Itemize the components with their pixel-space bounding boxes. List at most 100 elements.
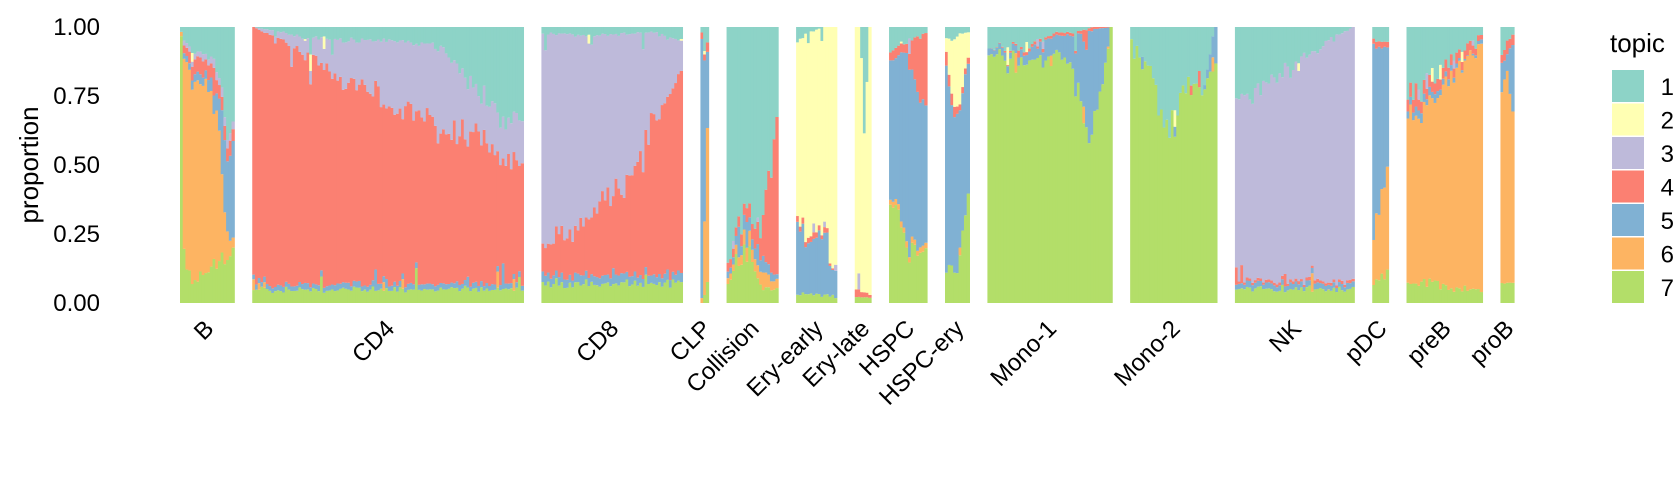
bar-segment-topic-4	[182, 45, 187, 54]
bar-segment-topic-3	[563, 33, 567, 241]
bar-segment-topic-1	[193, 27, 197, 54]
bar-segment-topic-4	[625, 174, 629, 272]
bar-segment-topic-1	[700, 27, 704, 33]
bar-segment-topic-1	[393, 27, 397, 42]
bar-segment-topic-4	[1079, 30, 1083, 34]
bar-segment-topic-7	[355, 287, 359, 303]
bar-segment-topic-5	[1060, 35, 1064, 60]
bar-segment-topic-1	[603, 27, 608, 35]
bar-segment-topic-4	[584, 217, 589, 271]
bar-segment-topic-5	[1087, 30, 1092, 144]
bar-segment-topic-4	[1374, 41, 1379, 49]
bar-segment-topic-6	[1106, 46, 1111, 49]
bar-segment-topic-1	[520, 27, 525, 122]
bar-segment-topic-4	[611, 196, 616, 269]
bar-segment-topic-3	[1256, 83, 1260, 278]
bar-segment-topic-1	[1474, 27, 1478, 49]
bar-segment-topic-4	[436, 143, 440, 285]
bar-segment-topic-7	[995, 54, 999, 304]
bar-segment-topic-2	[953, 39, 957, 107]
bar-segment-topic-1	[1060, 27, 1064, 33]
bar-segment-topic-4	[573, 225, 578, 273]
bar-segment-topic-1	[1324, 27, 1328, 41]
bar-segment-topic-1	[347, 27, 351, 42]
bar-segment-topic-4	[617, 188, 621, 276]
bar-segment-topic-5	[1275, 287, 1279, 292]
bar-segment-topic-1	[271, 27, 275, 31]
bar-segment-topic-7	[831, 294, 835, 303]
bar-segment-topic-3	[603, 34, 608, 201]
bar-segment-topic-5	[185, 56, 189, 63]
bar-segment-topic-7	[260, 286, 264, 303]
bar-segment-topic-4	[517, 166, 522, 272]
bar-segment-topic-4	[317, 65, 321, 286]
bar-segment-topic-7	[466, 287, 470, 303]
bar-segment-topic-1	[633, 27, 637, 34]
bar-segment-topic-3	[557, 33, 561, 235]
bar-segment-topic-5	[823, 232, 827, 295]
bar-segment-topic-4	[344, 88, 348, 283]
bar-segment-topic-1	[1383, 27, 1387, 42]
bar-segment-topic-7	[1351, 286, 1355, 303]
bar-segment-topic-3	[488, 106, 492, 153]
bar-segment-topic-7	[806, 294, 811, 303]
bar-segment-topic-6	[401, 279, 405, 289]
bar-segment-topic-7	[1146, 65, 1150, 303]
bar-segment-topic-4	[899, 43, 904, 53]
bar-segment-topic-5	[1106, 27, 1111, 47]
bar-segment-topic-4	[924, 33, 928, 106]
bar-segment-topic-4	[1348, 280, 1353, 284]
bar-segment-topic-1	[955, 27, 960, 37]
bar-segment-topic-4	[499, 165, 503, 286]
bar-segment-topic-5	[252, 274, 256, 280]
bar-segment-topic-5	[1270, 283, 1274, 290]
bar-segment-topic-1	[649, 27, 654, 32]
bar-segment-topic-3	[357, 42, 362, 85]
bar-segment-topic-4	[215, 80, 219, 94]
bar-segment-topic-1	[579, 27, 583, 36]
bar-segment-topic-1	[1189, 27, 1194, 86]
bar-segment-topic-7	[504, 288, 508, 303]
bar-segment-topic-7	[404, 292, 408, 303]
bar-segment-topic-7	[207, 272, 211, 303]
bar-segment-topic-5	[595, 277, 599, 286]
bar-segment-topic-7	[1211, 71, 1215, 303]
bar-segment-topic-1	[450, 27, 454, 63]
bar-segment-topic-5	[614, 274, 618, 284]
bar-segment-topic-3	[668, 37, 673, 95]
bar-segment-topic-1	[899, 27, 904, 42]
bar-segment-topic-6	[1479, 43, 1484, 293]
bar-segment-topic-6	[382, 282, 386, 291]
bar-segment-topic-4	[636, 161, 640, 278]
bar-segment-topic-7	[910, 242, 915, 303]
bar-segment-topic-4	[1087, 28, 1092, 31]
bar-segment-topic-1	[1181, 27, 1185, 86]
bar-segment-topic-3	[1321, 46, 1326, 282]
bar-segment-topic-2	[825, 27, 830, 229]
bar-segment-topic-4	[860, 292, 864, 298]
bar-segment-topic-3	[385, 41, 389, 109]
bar-segment-topic-7	[745, 261, 749, 303]
bar-segment-topic-1	[750, 27, 755, 225]
bar-segment-topic-7	[1447, 289, 1451, 303]
bar-segment-topic-5	[649, 275, 654, 283]
bar-segment-topic-3	[663, 35, 667, 104]
bar-segment-topic-3	[198, 51, 203, 58]
bar-segment-topic-7	[1460, 291, 1465, 303]
bar-segment-topic-3	[625, 34, 629, 175]
bar-segment-topic-6	[212, 113, 216, 259]
bar-segment-topic-3	[671, 38, 675, 89]
bar-segment-topic-3	[366, 39, 370, 92]
bar-segment-topic-5	[1283, 286, 1288, 293]
bar-segment-topic-7	[401, 288, 405, 303]
bar-segment-topic-4	[382, 104, 386, 277]
bar-segment-topic-1	[703, 27, 707, 52]
bar-segment-topic-5	[1471, 53, 1475, 56]
bar-segment-topic-5	[990, 48, 994, 55]
bar-segment-topic-5	[507, 283, 511, 290]
bar-segment-topic-7	[303, 289, 308, 303]
bar-segment-topic-3	[409, 42, 413, 104]
bar-segment-topic-5	[1041, 52, 1045, 68]
bar-segment-topic-4	[587, 219, 591, 278]
bar-segment-topic-4	[1305, 277, 1309, 281]
